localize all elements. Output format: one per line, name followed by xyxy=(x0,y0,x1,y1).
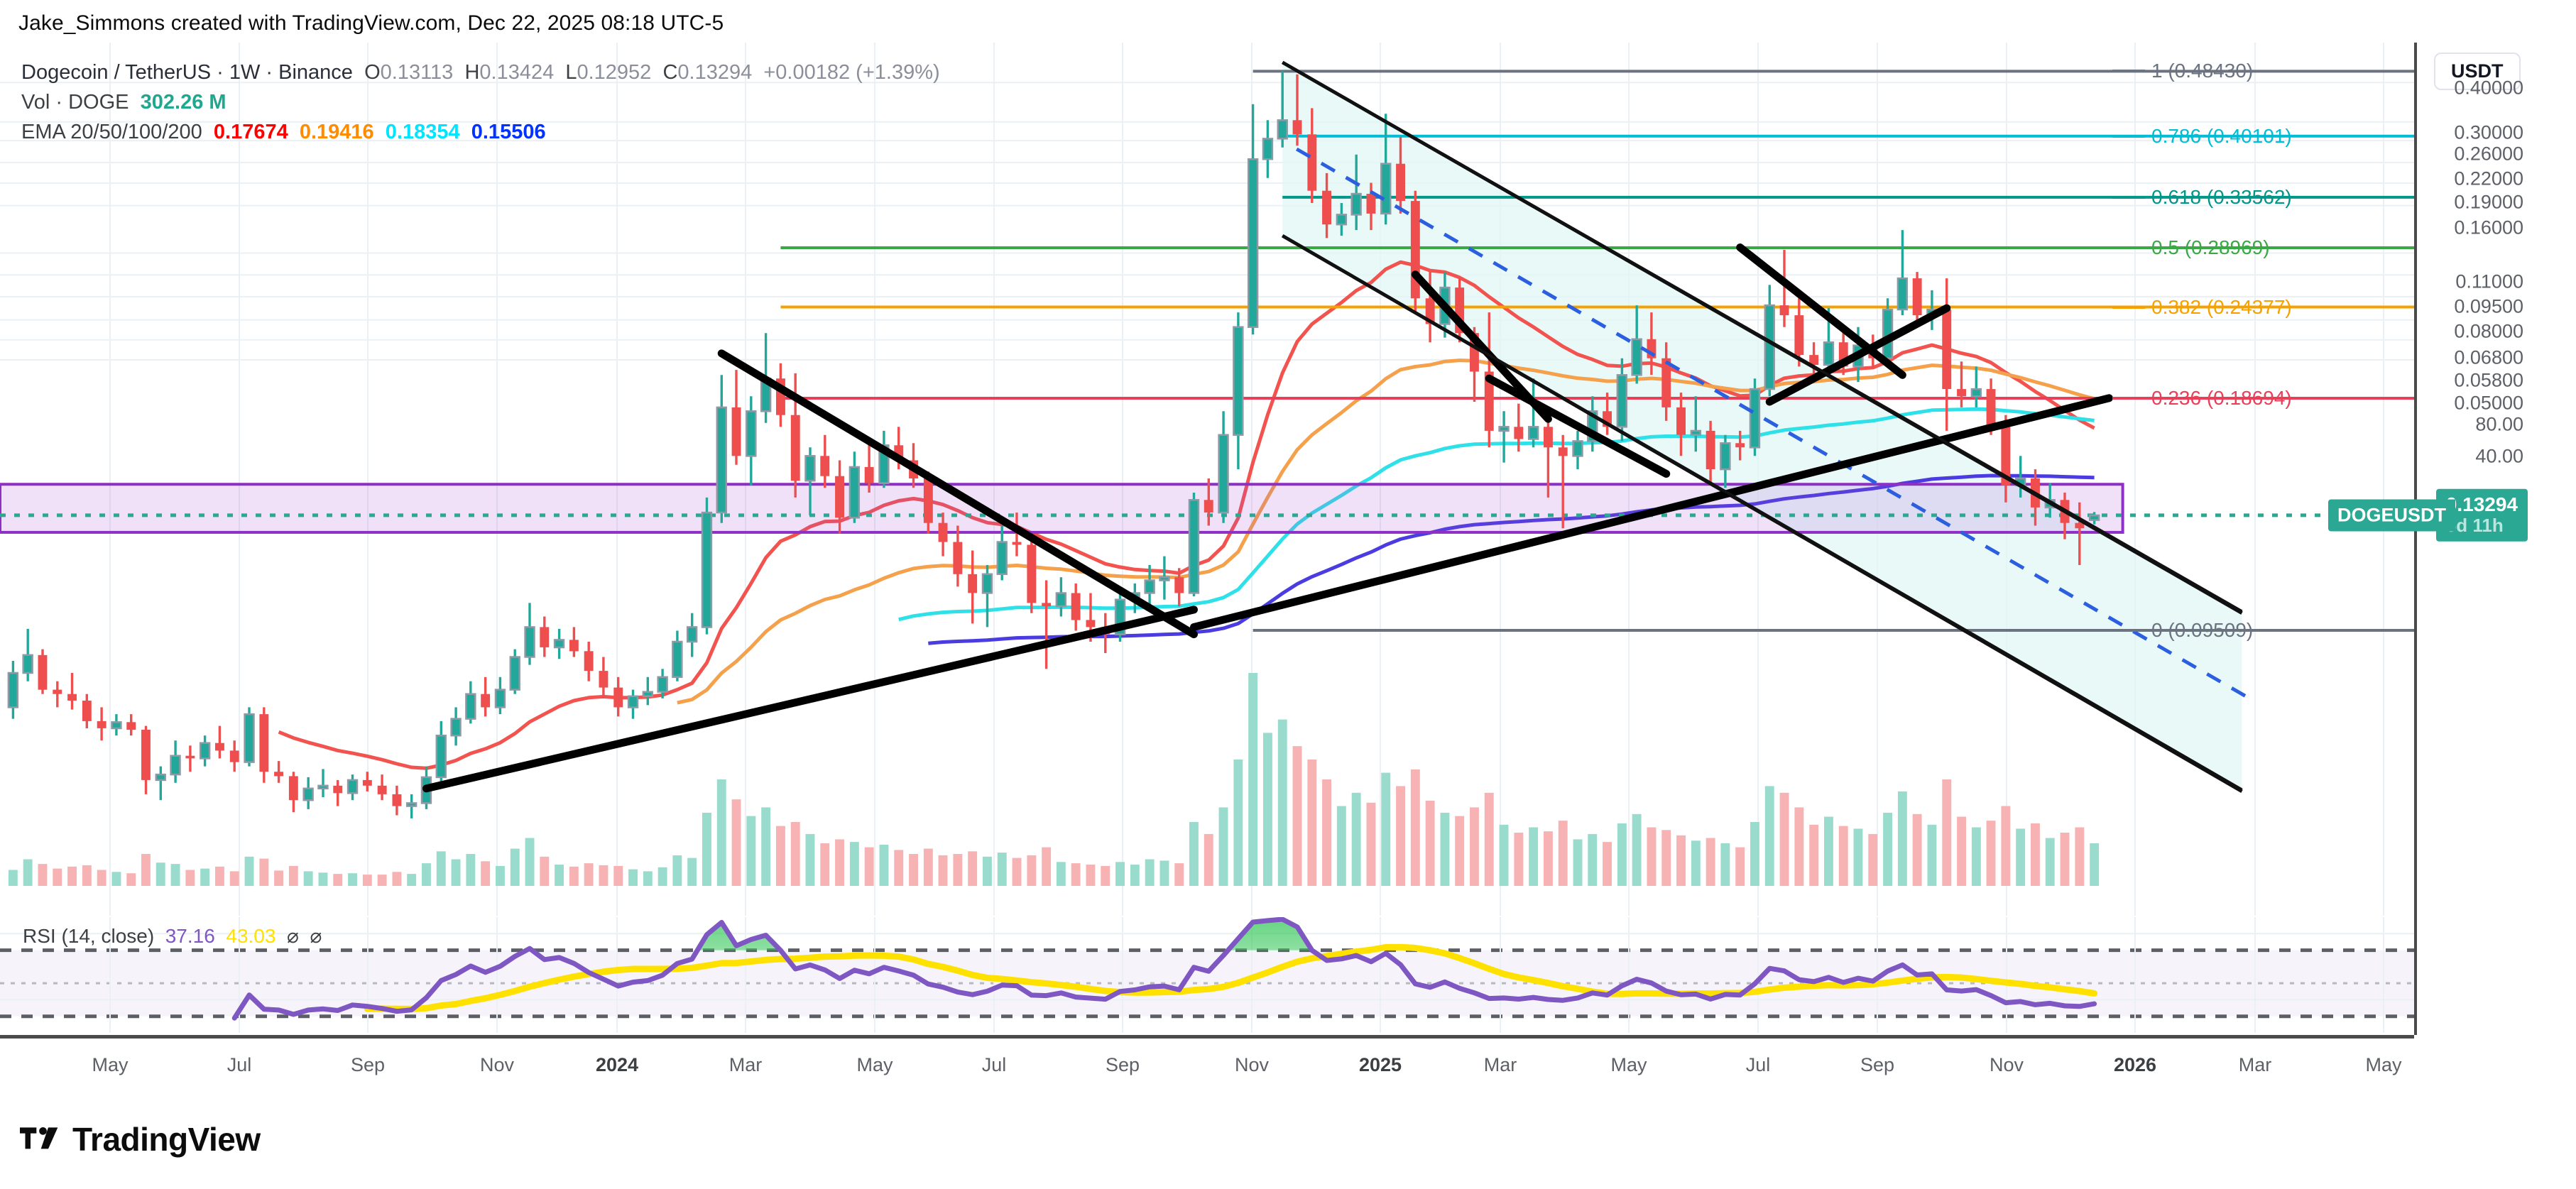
rsi-chart-canvas[interactable] xyxy=(0,917,2414,1033)
fib-level-dash xyxy=(2112,134,2145,138)
price-axis-tick: 0.19000 xyxy=(2454,191,2523,213)
time-axis-tick: May xyxy=(1610,1054,1647,1075)
legend-change: +0.00182 (+1.39%) xyxy=(763,61,940,84)
last-price-value: 0.13294 xyxy=(2445,493,2518,515)
legend-sep-2: · xyxy=(260,61,279,84)
chart-legend: Dogecoin / TetherUS · 1W · Binance O0.13… xyxy=(21,62,940,152)
price-axis-unit-badge[interactable]: USDT xyxy=(2434,53,2521,90)
price-axis-tick: 0.40000 xyxy=(2454,77,2523,99)
price-axis-tick: 40.00 xyxy=(2475,445,2523,467)
legend-volume-value: 302.26 M xyxy=(140,91,227,114)
time-axis-tick: 2024 xyxy=(595,1054,639,1075)
price-axis-tick: 0.05800 xyxy=(2454,369,2523,391)
legend-close-key: C xyxy=(662,61,678,84)
fib-level-dash xyxy=(2112,396,2145,400)
legend-volume-label: Vol · DOGE xyxy=(21,91,129,114)
legend-close-value: 0.13294 xyxy=(677,61,753,84)
legend-ema50-value: 0.19416 xyxy=(299,121,374,143)
fib-level-label[interactable]: 1 (0.48430) xyxy=(2151,60,2254,82)
time-axis-tick: Mar xyxy=(2238,1054,2272,1075)
rsi-legend-ma-value: 43.03 xyxy=(226,925,276,947)
time-axis-tick: May xyxy=(856,1054,893,1075)
legend-ema100-value: 0.18354 xyxy=(385,121,460,143)
price-axis-tick: 0.30000 xyxy=(2454,121,2523,143)
legend-high-key: H xyxy=(464,61,480,84)
legend-row-symbol[interactable]: Dogecoin / TetherUS · 1W · Binance O0.13… xyxy=(21,62,940,83)
legend-sep-1: · xyxy=(211,61,229,84)
time-axis[interactable]: May Jul Sep Nov 2024 Mar May Jul Sep Nov 2025 Mar Ma… xyxy=(0,1035,2414,1106)
legend-row-ema[interactable]: EMA 20/50/100/200 0.17674 0.19416 0.1835… xyxy=(21,122,940,143)
price-axis[interactable]: USDT 0.13294 6d 11h 0.40000 0.30000 0.2600… xyxy=(2414,43,2576,1035)
rsi-legend-nil-2: ⌀ xyxy=(310,925,322,947)
bar-countdown: 6d 11h xyxy=(2445,515,2504,537)
legend-symbol-name: Dogecoin / TetherUS xyxy=(21,61,212,84)
rsi-legend-value: 37.16 xyxy=(165,925,215,947)
price-axis-tick: 0.22000 xyxy=(2454,168,2523,190)
fib-level-dash xyxy=(2112,246,2145,250)
rsi-legend-nil-1: ⌀ xyxy=(287,925,299,947)
fib-level-dash xyxy=(2112,70,2145,73)
time-axis-tick: May xyxy=(2365,1054,2402,1075)
time-axis-tick: Mar xyxy=(1483,1054,1517,1075)
legend-ema20-value: 0.17674 xyxy=(213,121,288,143)
fib-level-label[interactable]: 0.5 (0.28969) xyxy=(2151,236,2270,259)
legend-low-key: L xyxy=(565,61,577,84)
price-axis-tick: 80.00 xyxy=(2475,413,2523,435)
rsi-legend[interactable]: RSI (14, close) 37.16 43.03 ⌀ ⌀ xyxy=(23,924,322,948)
price-axis-tick: 0.05000 xyxy=(2454,392,2523,414)
rsi-pane[interactable] xyxy=(0,917,2414,1033)
fib-level-dash xyxy=(2112,305,2145,309)
price-axis-tick: 0.08000 xyxy=(2454,320,2523,342)
time-axis-tick: May xyxy=(92,1054,129,1075)
price-axis-tick: 0.06800 xyxy=(2454,346,2523,368)
time-axis-tick: Sep xyxy=(350,1054,386,1075)
price-chart-canvas[interactable] xyxy=(0,43,2414,916)
tradingview-logo-icon xyxy=(20,1127,58,1149)
time-axis-tick: Sep xyxy=(1860,1054,1895,1075)
price-axis-tick: 0.11000 xyxy=(2455,270,2523,292)
legend-open-key: O xyxy=(364,61,381,84)
footer-branding: TradingView xyxy=(20,1120,261,1158)
fib-level-label[interactable]: 0.786 (0.40101) xyxy=(2151,124,2292,147)
fib-level-label[interactable]: 0.618 (0.33562) xyxy=(2151,185,2292,208)
symbol-price-flag: DOGEUSDT xyxy=(2328,499,2456,532)
time-axis-tick: Jul xyxy=(227,1054,252,1075)
time-axis-tick: Nov xyxy=(1989,1054,2024,1075)
legend-interval: 1W xyxy=(229,61,261,84)
legend-high-value: 0.13424 xyxy=(479,61,555,84)
legend-ema200-value: 0.15506 xyxy=(471,121,546,143)
time-axis-tick: Sep xyxy=(1105,1054,1140,1075)
time-axis-tick: Mar xyxy=(728,1054,763,1075)
price-pane[interactable] xyxy=(0,43,2414,916)
fib-level-dash xyxy=(2112,629,2145,632)
price-axis-tick: 0.09500 xyxy=(2454,295,2523,317)
time-axis-tick: Nov xyxy=(1234,1054,1270,1075)
time-axis-tick: Jul xyxy=(981,1054,1007,1075)
attribution-text: Jake_Simmons created with TradingView.co… xyxy=(18,11,724,35)
time-axis-tick: Jul xyxy=(1745,1054,1771,1075)
legend-row-volume[interactable]: Vol · DOGE 302.26 M xyxy=(21,92,940,113)
price-axis-tick: 0.26000 xyxy=(2454,143,2523,165)
fib-level-label[interactable]: 0.382 (0.24377) xyxy=(2151,295,2292,318)
time-axis-tick: Nov xyxy=(479,1054,515,1075)
legend-open-value: 0.13113 xyxy=(380,61,454,84)
fib-level-label[interactable]: 0.236 (0.18694) xyxy=(2151,386,2292,409)
price-axis-tick: 0.16000 xyxy=(2454,217,2523,239)
last-price-tag[interactable]: 0.13294 6d 11h xyxy=(2435,488,2528,542)
fib-level-dash xyxy=(2112,195,2145,199)
legend-exchange: Binance xyxy=(278,61,353,84)
legend-low-value: 0.12952 xyxy=(577,61,652,84)
rsi-legend-name: RSI (14, close) xyxy=(23,925,155,947)
legend-ema-label: EMA 20/50/100/200 xyxy=(21,121,202,143)
fib-level-label[interactable]: 0 (0.09509) xyxy=(2151,619,2254,642)
time-axis-tick: 2026 xyxy=(2113,1054,2157,1075)
tradingview-wordmark: TradingView xyxy=(72,1121,261,1158)
time-axis-tick: 2025 xyxy=(1358,1054,1402,1075)
